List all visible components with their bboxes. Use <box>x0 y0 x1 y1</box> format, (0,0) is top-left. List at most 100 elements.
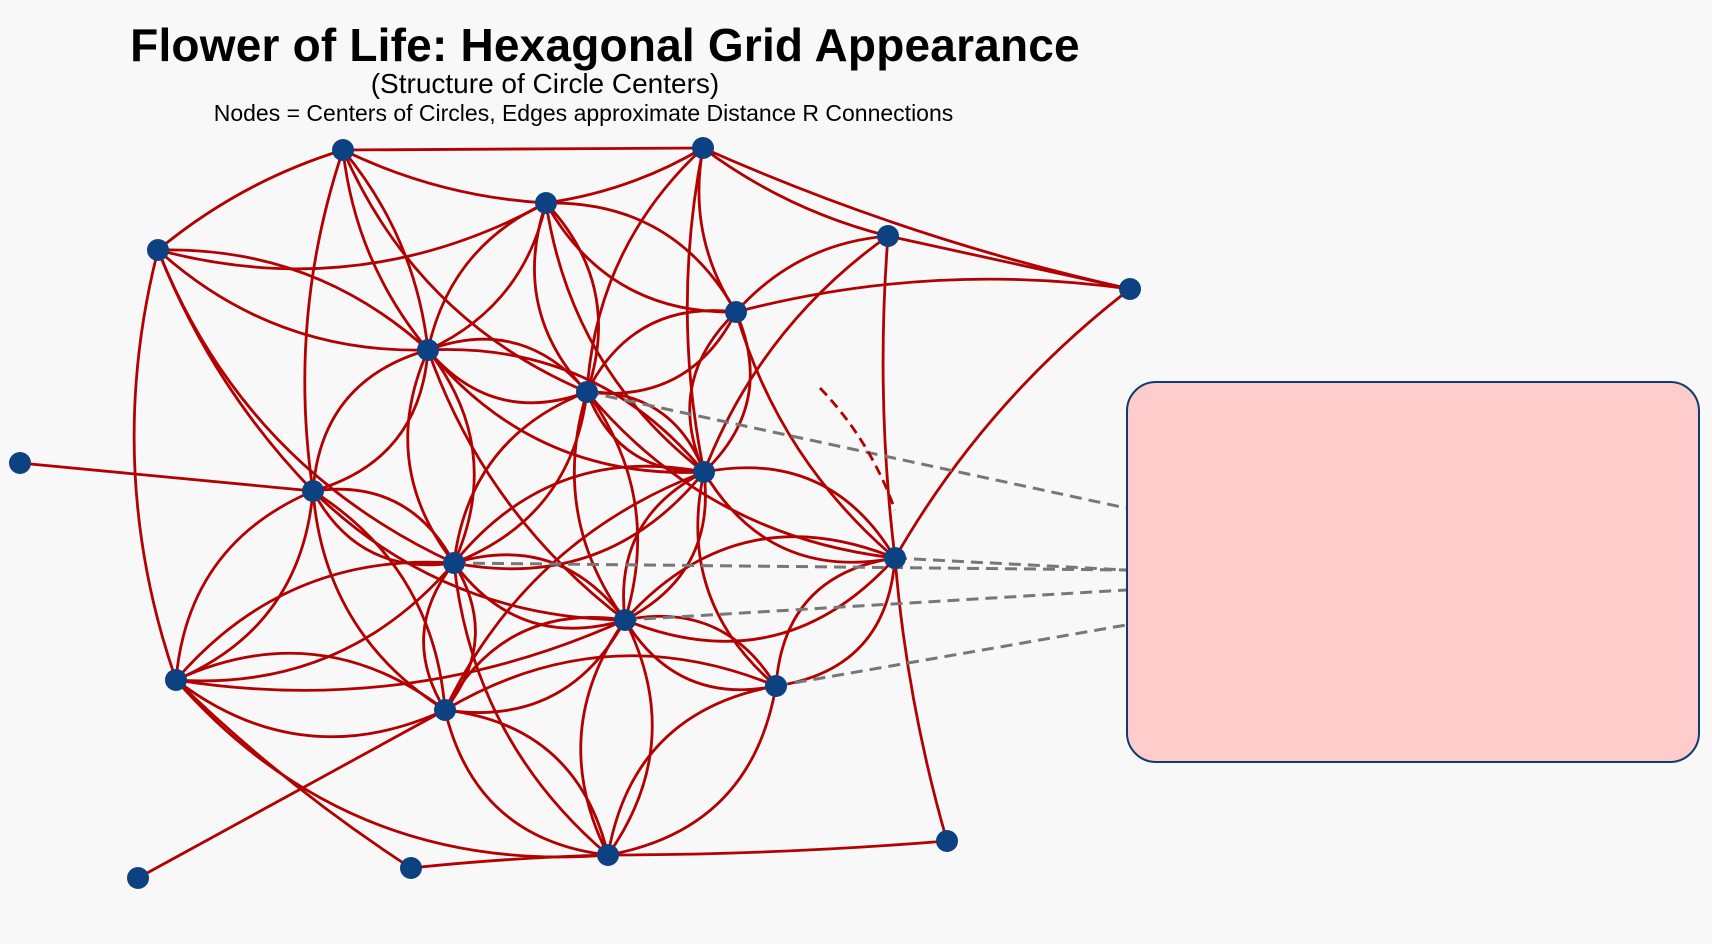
graph-edge <box>156 249 455 565</box>
graph-edge <box>452 390 588 564</box>
graph-edge <box>735 277 1131 314</box>
graph-edge <box>893 557 949 842</box>
graph-edge <box>453 391 589 565</box>
graph-edge <box>342 146 704 152</box>
circle-center-node <box>597 844 619 866</box>
circle-center-node <box>400 857 422 879</box>
graph-edge <box>156 249 315 492</box>
graph-edge <box>174 489 314 681</box>
graph-edge <box>341 149 430 351</box>
graph-edge <box>175 651 446 712</box>
circle-center-node <box>443 552 465 574</box>
circle-center-node <box>332 139 354 161</box>
edge-layer <box>19 146 1131 880</box>
graph-edge <box>623 619 777 692</box>
graph-edge <box>734 234 889 313</box>
circle-center-node <box>302 480 324 502</box>
graph-edge <box>312 489 447 711</box>
circle-center-node <box>765 675 787 697</box>
graph-edge <box>624 614 778 687</box>
circle-center-node <box>884 547 906 569</box>
graph-edge <box>427 337 589 393</box>
diagram-subtitle: (Structure of Circle Centers) <box>370 68 720 99</box>
graph-edge <box>443 709 609 857</box>
circle-center-node <box>692 137 714 159</box>
graph-edge <box>702 146 1131 291</box>
graph-edge <box>452 562 609 857</box>
graph-edge <box>132 249 178 681</box>
graph-edge <box>893 287 1131 559</box>
graph-edge <box>685 147 706 473</box>
circle-center-node <box>725 301 747 323</box>
circle-center-node <box>614 609 636 631</box>
graph-edge <box>175 678 446 739</box>
graph-edge <box>703 466 897 559</box>
graph-edge <box>426 349 705 474</box>
graph-edge <box>702 146 889 238</box>
graph-edge <box>453 553 627 621</box>
connector-line <box>775 623 1127 688</box>
graph-edge <box>696 471 777 688</box>
graph-edge <box>427 348 706 473</box>
circle-center-node <box>693 461 715 483</box>
circle-center-node <box>127 867 149 889</box>
graph-edge <box>452 562 626 630</box>
circle-center-node <box>147 239 169 261</box>
connector-layer <box>453 387 1127 688</box>
graph-edge <box>544 202 600 393</box>
graph-edge <box>312 349 430 493</box>
circle-center-node <box>1119 278 1141 300</box>
graph-edge <box>774 556 896 687</box>
circle-center-node <box>9 452 31 474</box>
graph-edge <box>585 391 705 474</box>
graph-edge <box>175 618 626 692</box>
graph-edge <box>444 654 777 712</box>
circle-center-node <box>434 699 456 721</box>
connector-line <box>586 390 1127 510</box>
graph-edge <box>174 560 455 681</box>
dashed-edge <box>818 387 897 511</box>
graph-edge <box>427 202 548 352</box>
graph-edge <box>545 201 738 313</box>
graph-edge <box>887 234 1131 291</box>
graph-edge <box>624 557 897 643</box>
graph-edge <box>174 679 609 859</box>
annotation-box <box>1126 381 1700 763</box>
graph-edge <box>586 311 738 395</box>
graph-edge <box>341 149 430 351</box>
graph-edge <box>607 685 778 857</box>
graph-edge <box>702 471 896 564</box>
graph-edge <box>303 149 345 492</box>
graph-edge <box>734 311 896 560</box>
graph-edge <box>545 146 704 205</box>
graph-edge <box>426 349 626 622</box>
graph-edge <box>311 490 455 567</box>
graph-edge <box>579 619 627 856</box>
graph-edge <box>157 248 429 352</box>
graph-edge <box>443 562 477 711</box>
graph-edge <box>702 234 889 473</box>
graph-edge <box>342 148 547 205</box>
graph-edge <box>453 471 706 571</box>
connector-line <box>624 588 1127 622</box>
node-layer <box>9 137 1141 889</box>
graph-edge <box>175 678 412 870</box>
connector-line <box>894 556 1127 572</box>
graph-edge <box>607 839 948 857</box>
graph-edge <box>585 391 896 560</box>
graph-edge <box>606 684 777 856</box>
graph-edge <box>881 235 897 559</box>
graph-edge <box>341 149 588 394</box>
graph-edge <box>19 461 314 493</box>
graph-edge <box>157 248 429 352</box>
graph-edge <box>697 147 738 313</box>
graph-edge <box>444 708 610 856</box>
graph-edge <box>585 146 704 393</box>
graph-edge <box>544 202 705 474</box>
circle-center-node <box>165 669 187 691</box>
graph-edge <box>622 470 705 621</box>
graph-edge <box>157 201 547 271</box>
graph-edge <box>426 349 476 564</box>
graph-edge <box>585 391 640 621</box>
circle-center-node <box>576 381 598 403</box>
